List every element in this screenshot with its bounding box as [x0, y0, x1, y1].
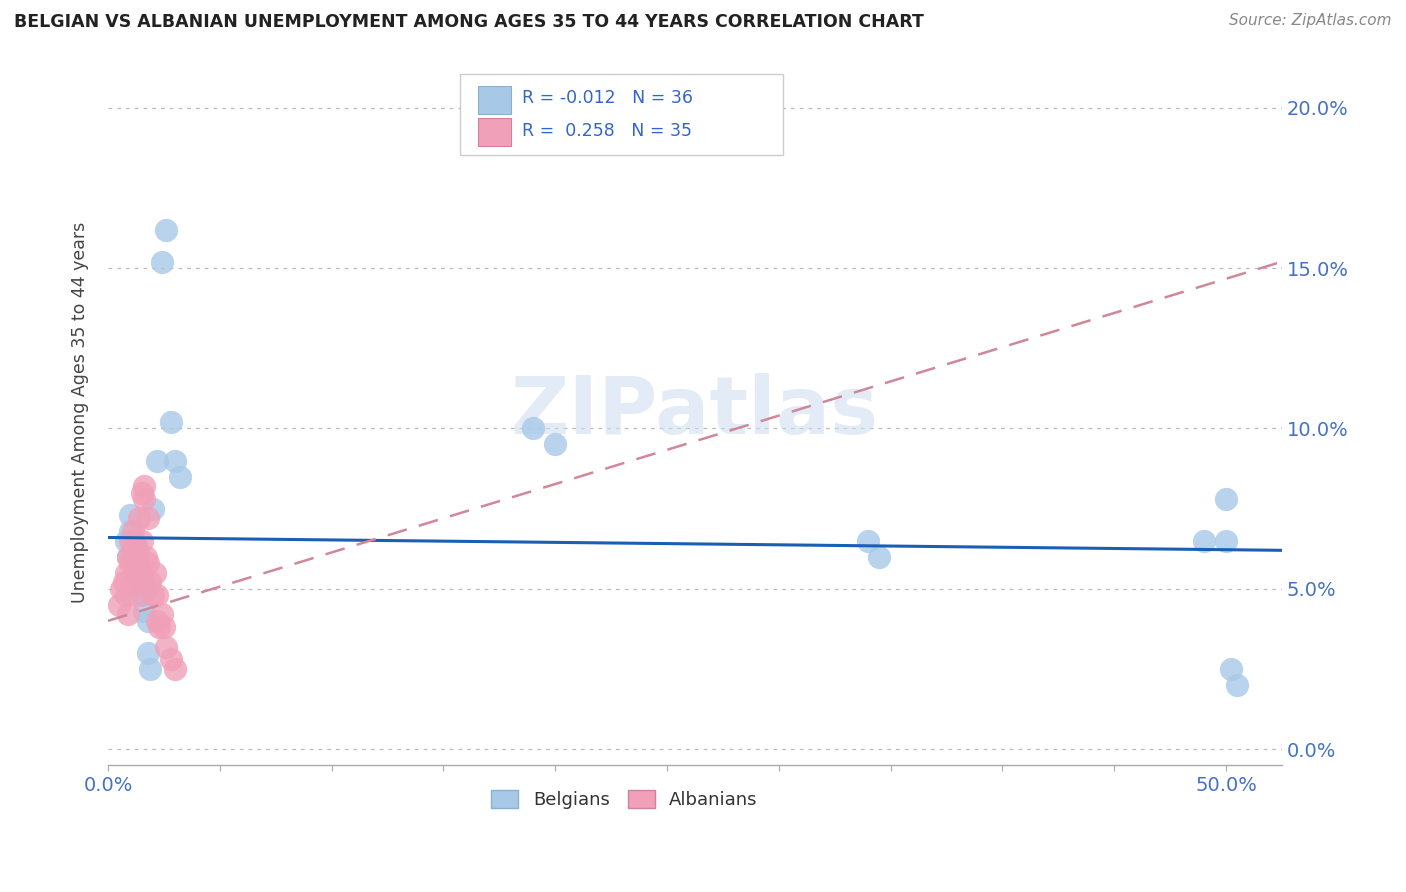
Point [136, 614, 159, 628]
Point [544, 437, 567, 451]
Point [131, 566, 153, 580]
Point [159, 415, 181, 429]
Point [125, 556, 148, 570]
Point [128, 572, 150, 586]
Point [142, 501, 165, 516]
Point [165, 453, 187, 467]
FancyBboxPatch shape [478, 118, 510, 146]
Point [139, 575, 162, 590]
Point [169, 469, 191, 483]
Point [146, 614, 169, 628]
Point [1219, 662, 1241, 676]
Point [1192, 533, 1215, 548]
Point [155, 640, 177, 654]
Point [124, 543, 146, 558]
Point [165, 662, 187, 676]
Point [146, 453, 169, 467]
Point [132, 479, 155, 493]
FancyBboxPatch shape [478, 86, 510, 114]
Point [110, 582, 132, 596]
Point [136, 646, 159, 660]
Point [121, 524, 143, 538]
Point [153, 620, 176, 634]
Point [128, 588, 150, 602]
Point [143, 566, 166, 580]
Point [121, 533, 143, 548]
Point [121, 543, 143, 558]
Point [125, 540, 148, 554]
Text: ZIPatlas: ZIPatlas [510, 374, 879, 451]
Point [150, 254, 173, 268]
Point [124, 566, 146, 580]
Point [108, 598, 131, 612]
Point [132, 604, 155, 618]
Point [135, 549, 157, 564]
Point [522, 421, 544, 435]
Point [115, 533, 138, 548]
Text: Source: ZipAtlas.com: Source: ZipAtlas.com [1229, 13, 1392, 29]
Point [1215, 491, 1237, 506]
Point [125, 556, 148, 570]
Point [159, 652, 181, 666]
Point [131, 533, 153, 548]
Point [131, 485, 153, 500]
Point [124, 540, 146, 554]
FancyBboxPatch shape [460, 74, 783, 155]
Point [132, 491, 155, 506]
Y-axis label: Unemployment Among Ages 35 to 44 years: Unemployment Among Ages 35 to 44 years [72, 222, 89, 603]
Point [148, 620, 170, 634]
Point [120, 533, 142, 548]
Point [128, 549, 150, 564]
Point [112, 575, 135, 590]
Text: R =  0.258   N = 35: R = 0.258 N = 35 [523, 122, 692, 140]
Point [869, 549, 891, 564]
Point [115, 588, 138, 602]
Point [136, 556, 159, 570]
Point [150, 607, 173, 622]
Point [132, 575, 155, 590]
Point [128, 511, 150, 525]
Point [120, 556, 142, 570]
Point [135, 582, 157, 596]
Point [124, 566, 146, 580]
Text: BELGIAN VS ALBANIAN UNEMPLOYMENT AMONG AGES 35 TO 44 YEARS CORRELATION CHART: BELGIAN VS ALBANIAN UNEMPLOYMENT AMONG A… [14, 13, 924, 31]
Point [131, 588, 153, 602]
Point [136, 511, 159, 525]
Point [117, 549, 139, 564]
Text: R = -0.012   N = 36: R = -0.012 N = 36 [523, 89, 693, 107]
Point [120, 524, 142, 538]
Point [1226, 678, 1249, 692]
Point [120, 508, 142, 522]
Point [858, 533, 880, 548]
Point [117, 549, 139, 564]
Point [117, 607, 139, 622]
Point [146, 588, 169, 602]
Point [155, 222, 177, 236]
Point [125, 575, 148, 590]
Point [121, 556, 143, 570]
Legend: Belgians, Albanians: Belgians, Albanians [484, 782, 765, 816]
Point [1215, 533, 1237, 548]
Point [142, 588, 165, 602]
Point [139, 662, 162, 676]
Point [115, 566, 138, 580]
